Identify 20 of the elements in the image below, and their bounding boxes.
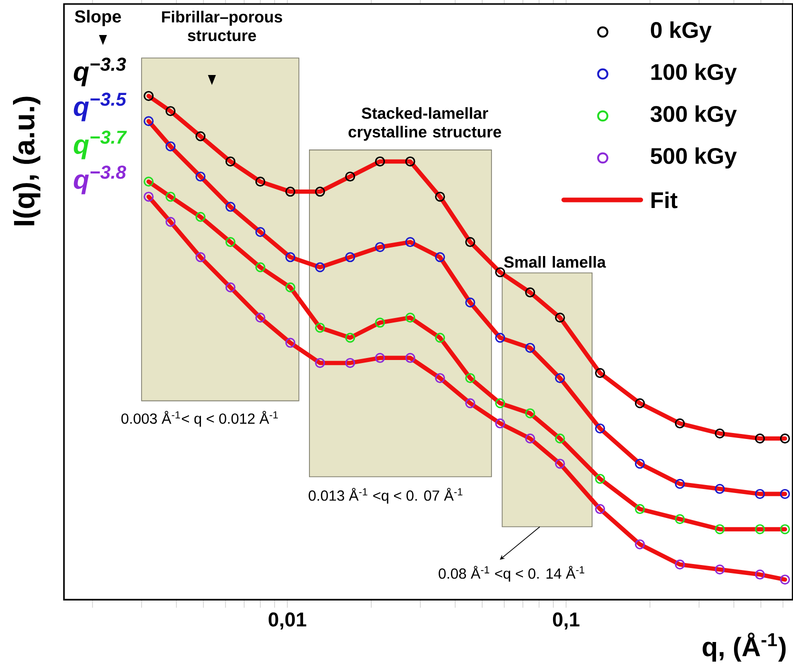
annotation: q$^{−3.5}$ (74, 92, 126, 122)
text: q$^{−3.3}$ (74, 58, 126, 86)
legend-label: 0 kGy (650, 22, 712, 43)
legend-label: 500 kGy (650, 148, 737, 169)
legend-label: Fit (652, 192, 678, 208)
text: Slope (74, 10, 121, 26)
x-axis-title: q, (Å$^{-1}$) (702, 632, 786, 662)
band-label: Small lamella (504, 256, 606, 268)
x-tick-label: 0,1 (552, 612, 580, 630)
annotation: q$^{−3.7}$ (74, 130, 127, 160)
annotation: q$^{−3.8}$ (74, 166, 126, 194)
legend-label: 300 kGy (650, 106, 737, 127)
legend-label: 100 kGy (651, 64, 737, 85)
band-label: Fibrillar–porous structure (162, 10, 282, 42)
y-axis-title: I(q), (a.u.) (12, 96, 40, 226)
annotation: 0.013 Å$^{-1}$ <q < 0. 07 Å$^{-1}$ (308, 488, 462, 504)
x-tick-label: 0,01 (268, 612, 306, 630)
annotation: 0.08 Å$^{-1}$ <q < 0. 14 Å$^{-1}$ (438, 566, 584, 582)
band-label: Stacked-lamellar crystalline structure (348, 107, 502, 141)
annotation: 0.003 Å$^{-1}$< q < 0.012 Å$^{-1}$ (121, 411, 278, 427)
